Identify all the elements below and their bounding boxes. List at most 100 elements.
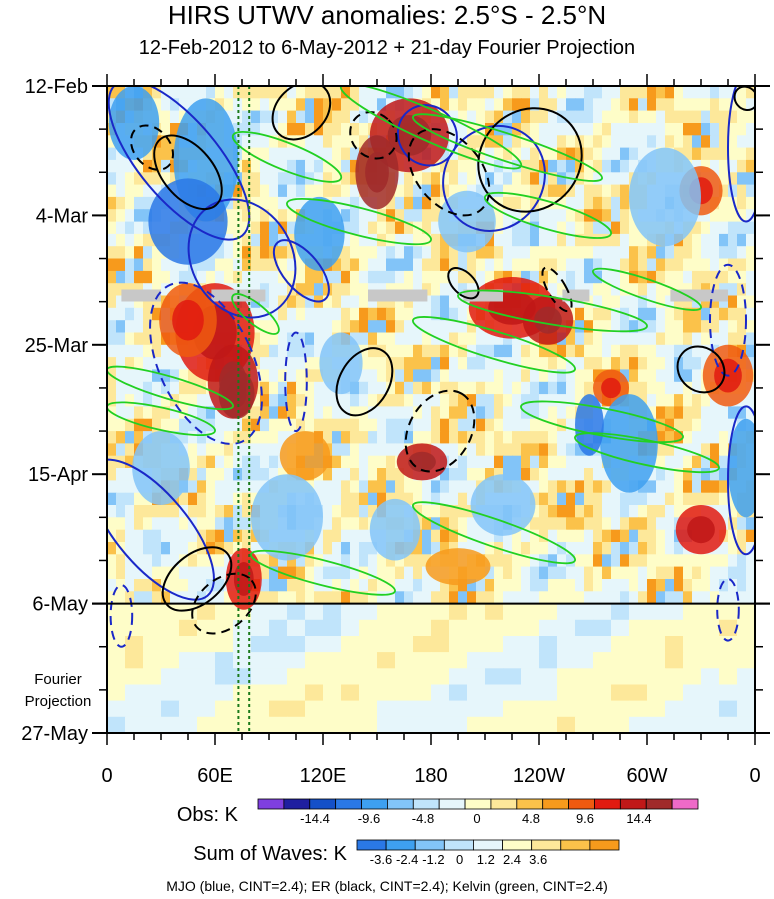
field-cell (458, 123, 468, 136)
field-cell (593, 172, 603, 186)
field-cell (701, 468, 711, 481)
projection-cell (539, 700, 558, 718)
field-cell (638, 246, 648, 260)
field-cell (314, 283, 324, 297)
field-cell (350, 307, 360, 321)
field-cell (323, 529, 333, 543)
anomaly-blob (575, 394, 604, 456)
anomaly-blob (629, 147, 701, 247)
field-cell (458, 492, 468, 506)
field-cell (539, 591, 549, 605)
field-cell (494, 394, 504, 407)
field-cell (467, 529, 477, 543)
field-cell (512, 455, 522, 469)
field-cell (278, 344, 288, 358)
field-cell (485, 455, 495, 469)
projection-cell (377, 619, 396, 637)
field-cell (566, 591, 576, 605)
field-cell (323, 283, 333, 297)
field-cell (692, 566, 702, 580)
field-cell (494, 418, 504, 432)
field-cell (638, 258, 648, 272)
field-cell (683, 579, 693, 592)
field-cell (521, 357, 531, 370)
field-cell (413, 542, 423, 555)
field-cell (629, 147, 639, 161)
projection-cell (107, 652, 126, 669)
field-cell (143, 357, 153, 370)
field-cell (494, 455, 504, 469)
field-cell (314, 554, 324, 568)
field-cell (620, 295, 630, 309)
field-cell (737, 86, 747, 99)
field-cell (422, 369, 432, 383)
field-cell (593, 529, 603, 543)
field-cell (692, 418, 702, 432)
field-cell (485, 147, 495, 161)
field-cell (449, 172, 459, 186)
field-cell (287, 246, 297, 260)
field-cell (260, 394, 270, 407)
field-cell (746, 566, 755, 580)
field-cell (719, 579, 729, 592)
field-cell (449, 86, 459, 99)
field-cell (620, 86, 630, 99)
field-cell (116, 172, 126, 186)
field-cell (350, 110, 360, 124)
field-cell (521, 431, 531, 444)
field-cell (116, 283, 126, 297)
projection-cell (215, 636, 234, 653)
field-cell (413, 492, 423, 506)
waves-colorbar-swatch (502, 839, 533, 851)
field-cell (737, 98, 747, 112)
field-cell (521, 270, 531, 284)
projection-cell (449, 636, 468, 653)
field-cell (197, 579, 207, 592)
field-cell (557, 418, 567, 432)
field-cell (512, 542, 522, 555)
projection-cell (359, 603, 378, 621)
field-cell (404, 221, 414, 235)
field-cell (458, 159, 468, 173)
projection-cell (107, 668, 126, 686)
projection-cell (557, 603, 576, 621)
field-cell (701, 443, 711, 457)
mjo-contour (149, 281, 263, 445)
field-cell (557, 196, 567, 210)
anomaly-blob (425, 548, 491, 586)
field-cell (278, 295, 288, 309)
field-cell (206, 406, 216, 420)
field-cell (611, 147, 621, 161)
field-cell (575, 221, 585, 235)
field-cell (674, 135, 684, 149)
field-cell (107, 184, 117, 198)
field-cell (458, 110, 468, 124)
field-cell (287, 147, 297, 161)
field-cell (260, 369, 270, 383)
field-cell (251, 344, 261, 358)
anomaly-blob-core (172, 299, 204, 341)
field-cell (125, 406, 135, 420)
field-cell (404, 480, 414, 494)
field-cell (314, 542, 324, 555)
field-cell (386, 406, 396, 420)
field-cell (116, 209, 126, 223)
field-cell (701, 246, 711, 260)
field-cell (449, 159, 459, 173)
field-cell (440, 307, 450, 321)
anomaly-blob (108, 86, 160, 160)
field-cell (107, 381, 117, 395)
field-cell (395, 431, 405, 444)
field-cell (656, 320, 666, 334)
field-cell (719, 110, 729, 124)
field-cell (404, 209, 414, 223)
anomaly-blob (132, 431, 190, 506)
field-cell (575, 357, 585, 370)
field-cell (296, 320, 306, 334)
field-cell (341, 320, 351, 334)
projection-cell (611, 603, 630, 621)
field-cell (395, 554, 405, 568)
field-cell (449, 468, 459, 481)
plot-axes: 12-Feb4-Mar25-Mar15-Apr6-May27-MayFourie… (21, 74, 770, 787)
field-cell (278, 579, 288, 592)
